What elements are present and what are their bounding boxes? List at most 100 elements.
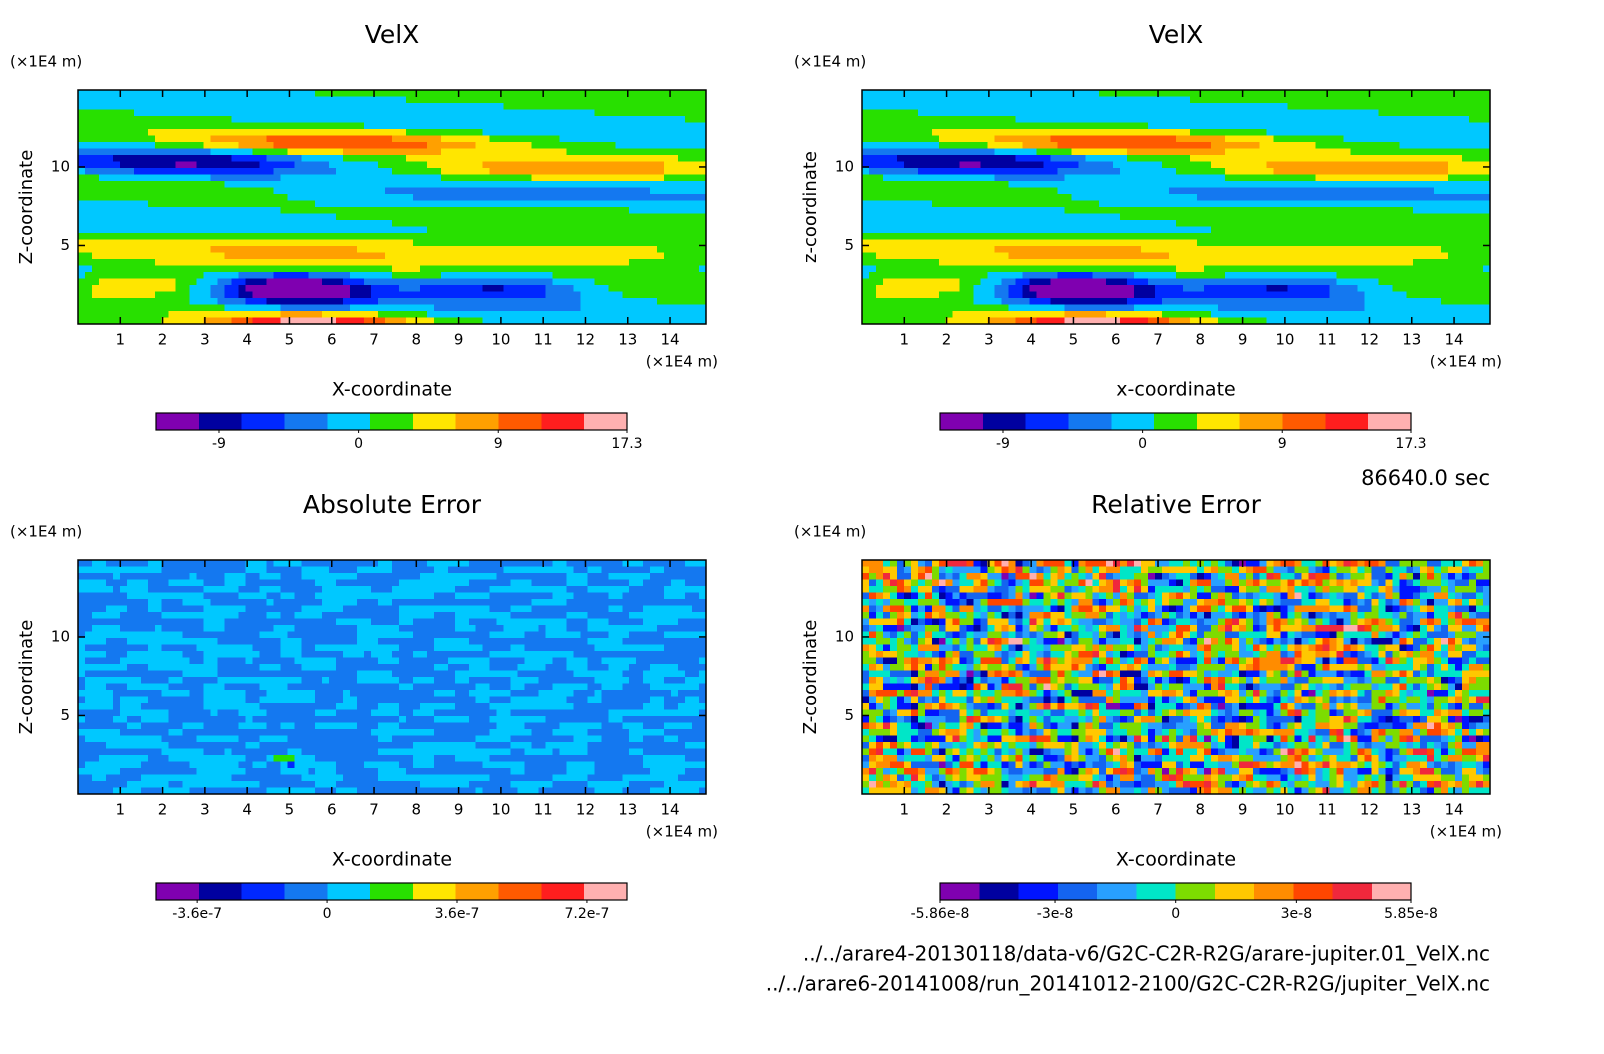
field-cell [378, 285, 386, 292]
field-cell [224, 278, 233, 286]
field-cell [273, 317, 281, 325]
field-cell [545, 246, 553, 253]
field-cell [405, 129, 414, 136]
field-cell [1022, 311, 1030, 318]
field-cell [91, 109, 100, 117]
field-cell [1050, 155, 1058, 162]
field-cell [1141, 200, 1149, 208]
field-cell [566, 142, 574, 149]
field-cell [685, 291, 693, 299]
field-cell [147, 298, 156, 305]
field-cell [980, 96, 989, 104]
field-cell [524, 265, 533, 273]
field-cell [980, 291, 989, 299]
field-cell [496, 272, 505, 279]
field-cell [364, 304, 372, 312]
field-cell [350, 200, 358, 208]
field-cell [475, 207, 484, 214]
field-cell [475, 103, 484, 110]
field-cell [245, 142, 253, 149]
field-cell [1043, 90, 1051, 97]
field-cell [973, 122, 982, 130]
field-cell [182, 311, 191, 318]
field-cell [252, 109, 260, 117]
field-cell [587, 109, 595, 117]
field-cell [385, 272, 393, 279]
field-cell [315, 291, 323, 299]
field-cell [601, 298, 609, 305]
field-cell [657, 155, 665, 162]
field-cell [580, 168, 588, 175]
field-cell [966, 265, 975, 273]
field-cell [566, 148, 574, 156]
field-cell [392, 291, 400, 299]
field-cell [945, 142, 954, 149]
field-cell [629, 142, 637, 149]
field-cell [259, 109, 267, 117]
field-cell [517, 226, 526, 234]
field-cell [938, 213, 947, 221]
field-cell [454, 122, 463, 130]
field-cell [987, 96, 996, 104]
field-cell [196, 298, 205, 305]
field-cell [1099, 116, 1107, 123]
field-cell [217, 194, 226, 201]
field-cell [931, 187, 940, 195]
field-cell [468, 122, 477, 130]
field-cell [524, 213, 533, 221]
field-cell [343, 129, 351, 136]
field-cell [126, 233, 135, 240]
field-cell [482, 109, 491, 117]
field-cell [496, 285, 505, 292]
field-cell [203, 103, 212, 110]
field-cell [1057, 285, 1065, 292]
field-cell [862, 96, 870, 104]
field-cell [601, 90, 609, 97]
field-cell [1015, 246, 1023, 253]
field-cell [231, 226, 239, 234]
field-cell [1001, 174, 1010, 182]
field-cell [98, 304, 107, 312]
field-cell [433, 207, 442, 214]
field-cell [657, 246, 665, 253]
field-cell [315, 220, 323, 227]
field-cell [531, 207, 540, 214]
field-cell [1001, 207, 1010, 214]
field-cell [973, 285, 982, 292]
field-cell [896, 200, 905, 208]
field-cell [1050, 239, 1058, 247]
field-cell [112, 187, 121, 195]
field-cell [1141, 233, 1149, 240]
field-cell [545, 181, 553, 188]
field-cell [385, 265, 393, 273]
field-cell [84, 135, 93, 143]
file-path: ../../arare4-20130118/data-v6/G2C-C2R-R2… [803, 942, 1490, 966]
field-cell [1127, 226, 1135, 234]
field-cell [210, 213, 219, 221]
field-cell [454, 181, 463, 188]
field-cell [252, 103, 260, 110]
field-cell [343, 317, 351, 325]
field-cell [643, 155, 651, 162]
field-cell [154, 220, 163, 227]
field-cell [357, 265, 365, 273]
field-cell [378, 90, 386, 97]
field-cell [889, 298, 898, 305]
field-cell [1015, 103, 1023, 110]
field-cell [426, 148, 435, 156]
field-cell [392, 311, 400, 318]
field-cell [524, 233, 533, 240]
field-cell [440, 246, 449, 253]
field-cell [917, 103, 926, 110]
field-cell [524, 207, 533, 214]
field-cell [1057, 129, 1065, 136]
field-cell [412, 103, 421, 110]
field-cell [931, 129, 940, 136]
field-cell [875, 207, 884, 214]
field-cell [608, 317, 616, 325]
field-cell [398, 233, 407, 240]
field-cell [1120, 252, 1128, 260]
field-cell [1092, 194, 1100, 201]
field-cell [78, 226, 86, 234]
field-cell [938, 259, 947, 266]
